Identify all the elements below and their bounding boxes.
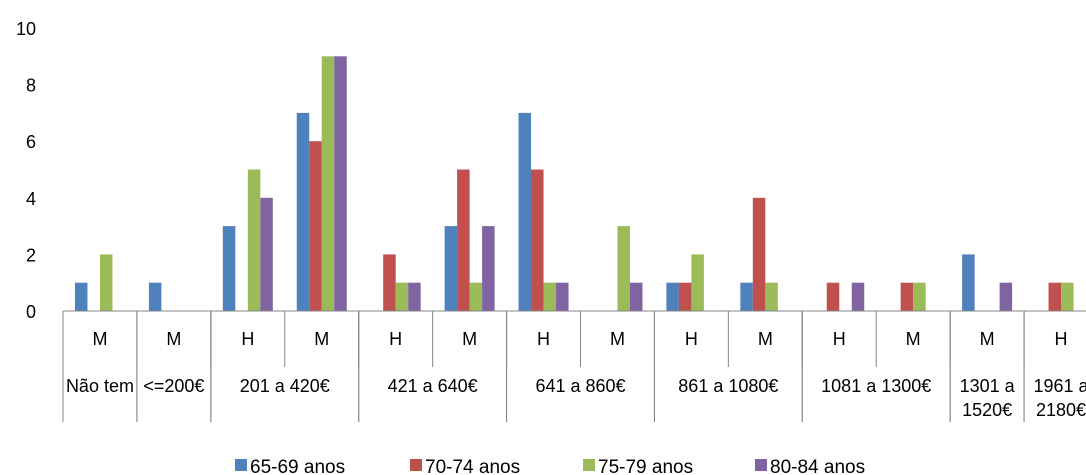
legend-item: 65-69 anos (235, 457, 345, 475)
category-label: M (906, 329, 921, 349)
legend-label: 80-84 anos (770, 457, 865, 475)
legend-item: 70-74 anos (410, 457, 520, 475)
legend-label: 65-69 anos (250, 457, 345, 475)
bar (309, 141, 322, 311)
bar (691, 254, 704, 311)
category-label: H (241, 329, 254, 349)
group-label: <=200€ (143, 376, 204, 396)
bar (531, 169, 544, 311)
bar (900, 282, 914, 311)
bar (296, 112, 310, 312)
bar (1048, 282, 1062, 311)
category-label: M (92, 329, 107, 349)
category-label: H (537, 329, 550, 349)
series-80-84-anos (260, 56, 1013, 311)
bar (543, 282, 557, 311)
category-axis-labels: M M H M H M H M H M H M M H Não tem <=200€ 201 a 420€ 421… (66, 329, 1086, 420)
y-tick-label: 8 (26, 76, 36, 96)
y-tick-label: 4 (26, 189, 36, 209)
series-70-74-anos (309, 141, 1062, 311)
bar (457, 169, 470, 311)
bar (556, 282, 569, 311)
bar (962, 254, 975, 311)
category-axis-table (62, 310, 1086, 422)
bar (408, 282, 421, 311)
bar (740, 282, 753, 311)
legend-item: 80-84 anos (755, 457, 865, 475)
bar (678, 282, 692, 311)
bar (752, 197, 766, 311)
bar (383, 254, 396, 311)
group-label: 201 a 420€ (240, 376, 330, 396)
group-label: 421 a 640€ (388, 376, 478, 396)
bar (222, 226, 236, 311)
legend-item: 75-79 anos (583, 457, 693, 475)
category-label: H (1055, 329, 1068, 349)
bar (74, 282, 88, 311)
category-label: M (980, 329, 995, 349)
category-label: M (610, 329, 625, 349)
bar (395, 282, 409, 311)
group-label: 1081 a 1300€ (821, 376, 931, 396)
bar (629, 282, 643, 311)
group-label: 641 a 860€ (535, 376, 625, 396)
category-label: M (758, 329, 773, 349)
y-tick-label: 10 (16, 19, 36, 39)
bar (321, 56, 335, 311)
group-label: 1961 a 2180€ (1034, 376, 1086, 420)
category-label: M (314, 329, 329, 349)
y-tick-label: 6 (26, 132, 36, 152)
bar (99, 254, 113, 311)
category-label: M (462, 329, 477, 349)
bar (913, 282, 926, 311)
bar (999, 282, 1013, 311)
legend-label: 70-74 anos (425, 457, 520, 475)
bar (444, 226, 458, 311)
category-label: H (833, 329, 846, 349)
legend-swatch (235, 459, 247, 471)
group-label: 861 a 1080€ (678, 376, 778, 396)
bar (826, 282, 840, 311)
bar (765, 282, 778, 311)
y-axis-tick-labels: 0 2 4 6 8 10 (16, 19, 36, 322)
legend-label: 75-79 anos (598, 457, 693, 475)
bar (148, 282, 162, 311)
group-label: 1301 a 1520€ (960, 376, 1016, 420)
legend-swatch (755, 459, 767, 471)
category-label: H (389, 329, 402, 349)
group-label: Não tem (66, 376, 134, 396)
bar (617, 226, 630, 311)
bar (260, 197, 273, 311)
y-tick-label: 2 (26, 245, 36, 265)
category-label: M (166, 329, 181, 349)
y-tick-label: 0 (26, 302, 36, 322)
series-75-79-anos (99, 56, 1074, 311)
bar (482, 226, 495, 311)
bar (851, 282, 865, 311)
bar (469, 282, 483, 311)
series-65-69-anos (74, 112, 975, 312)
bar (247, 169, 261, 311)
bar (518, 112, 532, 312)
bar (334, 56, 347, 311)
legend-swatch (583, 459, 595, 471)
bar-series-group (74, 56, 1074, 312)
category-label: H (685, 329, 698, 349)
legend: 65-69 anos 70-74 anos 75-79 anos 80-84 anos (235, 457, 865, 475)
legend-swatch (410, 459, 422, 471)
bar (666, 282, 679, 311)
bar (1061, 282, 1074, 311)
